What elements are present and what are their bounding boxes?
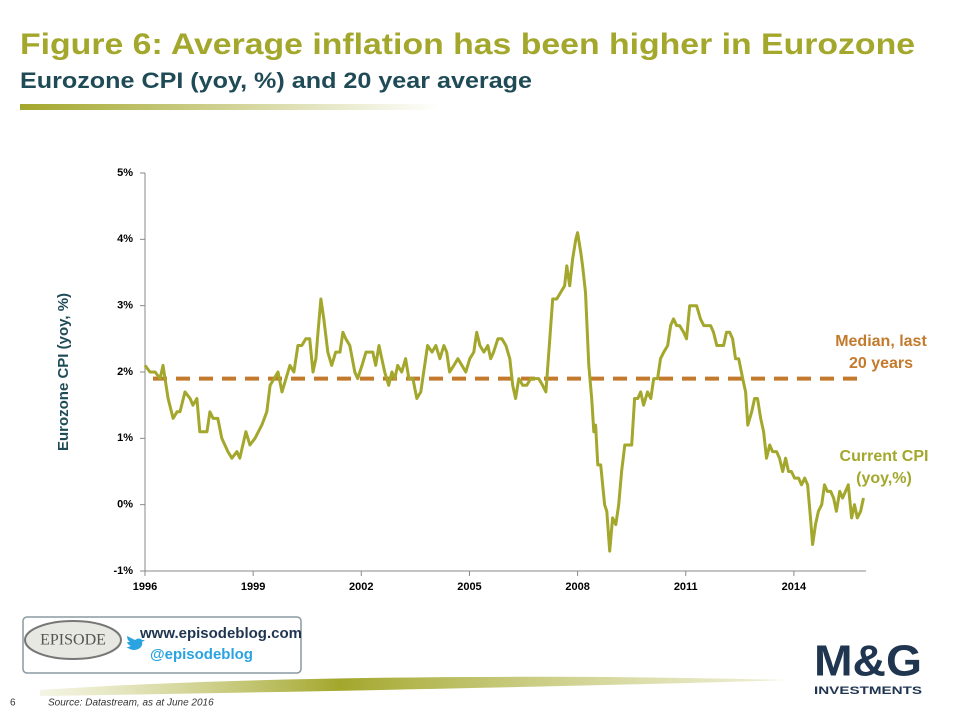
subtitle: Eurozone CPI (yoy, %) and 20 year averag… xyxy=(20,68,532,93)
y-axis-label: Eurozone CPI (yoy, %) xyxy=(55,293,72,451)
website: www.episodeblog.com xyxy=(139,625,302,642)
x-tick-label: 2002 xyxy=(349,581,373,593)
series-label: Current CPI xyxy=(840,448,929,465)
episode-logo: EPISODE xyxy=(40,632,106,649)
plot: -1% 0% 1% 2% 3% 4% 5% 1996 1999 2002 2005 2008 2011 2… xyxy=(113,167,928,593)
brand-logo: M&G xyxy=(814,637,922,686)
x-tick-label: 1996 xyxy=(133,581,157,593)
median-label: Median, last xyxy=(835,333,927,350)
twitter-handle: @episodeblog xyxy=(150,646,253,663)
y-tick-label: 4% xyxy=(117,233,133,245)
y-tick-label: 0% xyxy=(117,499,133,511)
brand-sub: INVESTMENTS xyxy=(814,685,922,697)
series-label: (yoy,%) xyxy=(856,470,912,487)
title-underline xyxy=(20,104,440,110)
y-tick-label: -1% xyxy=(113,565,133,577)
source: Source: Datastream, as at June 2016 xyxy=(48,698,214,709)
median-label: 20 years xyxy=(849,355,913,372)
episode-badge: EPISODE www.episodeblog.com @episodeblog xyxy=(22,616,302,674)
title: Figure 6: Average inflation has been hig… xyxy=(20,28,915,61)
cpi-line xyxy=(143,231,865,553)
x-tick-label: 2008 xyxy=(565,581,589,593)
y-tick-label: 5% xyxy=(117,167,133,179)
y-tick-label: 3% xyxy=(117,300,133,312)
x-tick-label: 2014 xyxy=(782,581,807,593)
page-number: 6 xyxy=(10,698,16,709)
twitter-icon xyxy=(126,636,145,650)
episode-oval xyxy=(24,620,122,660)
y-tick-label: 1% xyxy=(117,432,133,444)
y-tick-label: 2% xyxy=(117,366,133,378)
x-tick-label: 2011 xyxy=(674,581,698,593)
swoosh xyxy=(40,676,790,696)
x-tick-label: 2005 xyxy=(457,581,481,593)
x-tick-label: 1999 xyxy=(241,581,265,593)
